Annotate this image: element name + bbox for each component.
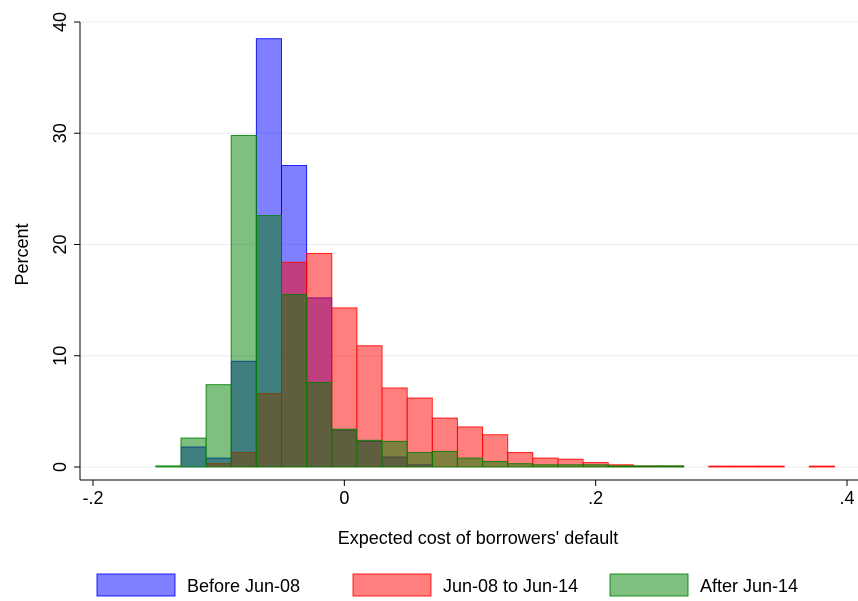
bar-2-9 [381, 440, 408, 468]
bar-2-5 [281, 294, 308, 468]
y-tick-label-1: 10 [50, 346, 70, 366]
x-tick-label-1: 0 [339, 488, 349, 508]
bar-2-3 [230, 134, 257, 468]
bar-2-14 [507, 463, 534, 468]
bar-2-18 [607, 465, 634, 468]
bar-2-2 [205, 384, 232, 468]
histogram-bars [155, 38, 835, 468]
bar-1-21 [758, 465, 785, 468]
bar-1-22 [808, 465, 835, 468]
axis-ticks: -.2 0 .2 .4 0 10 20 30 40 [50, 12, 855, 508]
bar-2-13 [482, 460, 509, 468]
bar-2-20 [658, 465, 685, 468]
bar-2-6 [306, 381, 333, 468]
bar-2-7 [331, 428, 358, 468]
x-axis-title: Expected cost of borrowers' default [338, 528, 619, 548]
legend-label-0: Before Jun-08 [187, 576, 300, 596]
bar-2-10 [406, 452, 433, 468]
bar-2-0 [155, 465, 182, 468]
x-tick-label-2: .2 [588, 488, 603, 508]
bar-2-16 [557, 464, 584, 468]
legend-item-0: Before Jun-08 [96, 573, 300, 597]
legend-item-2: After Jun-14 [609, 573, 798, 597]
bar-1-19 [708, 465, 735, 468]
legend-swatch-2 [609, 573, 689, 597]
y-tick-label-3: 30 [50, 123, 70, 143]
series-2-bars [155, 134, 685, 468]
legend-label-1: Jun-08 to Jun-14 [443, 576, 578, 596]
gridlines [80, 21, 858, 468]
bar-2-11 [431, 450, 458, 468]
bar-2-8 [356, 439, 383, 468]
bar-2-19 [632, 465, 659, 468]
bar-1-20 [733, 465, 760, 468]
y-tick-label-4: 40 [50, 12, 70, 32]
bar-2-12 [456, 457, 484, 468]
bar-2-4 [255, 215, 283, 468]
legend: Before Jun-08 Jun-08 to Jun-14 After Jun-1… [96, 573, 798, 597]
axes [79, 22, 858, 481]
legend-item-1: Jun-08 to Jun-14 [352, 573, 578, 597]
legend-swatch-0 [96, 573, 176, 597]
x-tick-label-3: .4 [839, 488, 854, 508]
bar-2-1 [180, 437, 207, 468]
legend-label-2: After Jun-14 [700, 576, 798, 596]
y-tick-label-2: 20 [50, 234, 70, 254]
y-axis-title: Percent [12, 223, 32, 285]
legend-swatch-1 [352, 573, 432, 597]
y-tick-label-0: 0 [50, 462, 70, 472]
bar-2-17 [582, 464, 609, 468]
x-tick-label-0: -.2 [82, 488, 103, 508]
bar-2-15 [532, 464, 559, 468]
